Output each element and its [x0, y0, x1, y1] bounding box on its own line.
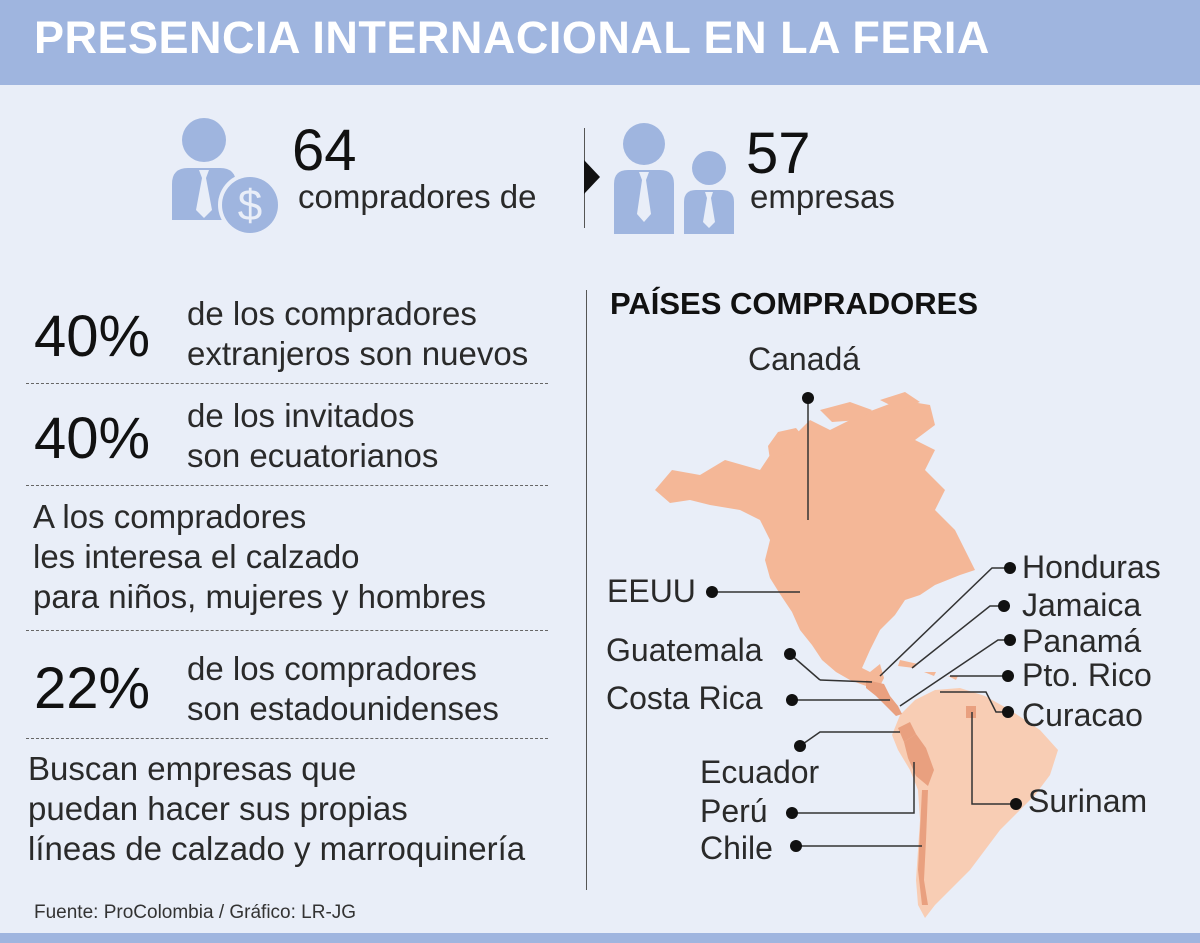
svg-text:$: $ — [238, 181, 262, 230]
divider — [26, 630, 548, 631]
fact-1-percent: 40% — [34, 304, 151, 369]
fact-5-line3: líneas de calzado y marroquinería — [28, 830, 526, 867]
companies-label: empresas — [750, 178, 895, 215]
peru-shape — [904, 734, 934, 786]
column-divider — [586, 290, 587, 890]
companies-number: 57 — [746, 121, 811, 186]
header-banner: PRESENCIA INTERNACIONAL EN LA FERIA — [0, 0, 1200, 85]
companies-people-icon — [614, 123, 734, 234]
divider — [26, 383, 548, 384]
fact-2-percent: 40% — [34, 406, 151, 471]
caribbean-shape — [898, 660, 958, 680]
buyer-money-icon: $ — [172, 118, 282, 237]
divider — [26, 738, 548, 739]
central-america-shape — [866, 680, 902, 716]
north-america-shape — [655, 400, 975, 690]
label-surinam: Surinam — [1028, 783, 1148, 819]
americas-map — [655, 392, 1058, 918]
label-jamaica: Jamaica — [1022, 587, 1142, 623]
page-title: PRESENCIA INTERNACIONAL EN LA FERIA — [34, 12, 990, 63]
label-costa-rica: Costa Rica — [606, 680, 763, 716]
label-canada: Canadá — [748, 341, 861, 377]
fact-1-line1: de los compradores — [187, 295, 477, 332]
fact-4-line2: son estadounidenses — [187, 690, 499, 727]
divider — [26, 485, 548, 486]
arctic-islands-shape — [768, 392, 920, 460]
fact-5-line1: Buscan empresas que — [28, 750, 357, 787]
fact-4-percent: 22% — [34, 656, 151, 721]
label-ecuador: Ecuador — [700, 754, 820, 790]
fact-5-line2: puedan hacer sus propias — [28, 790, 408, 827]
label-panama: Panamá — [1022, 623, 1142, 659]
map-title: PAÍSES COMPRADORES — [610, 286, 979, 321]
fact-3-line3: para niños, mujeres y hombres — [33, 578, 487, 615]
fact-4-line1: de los compradores — [187, 650, 477, 687]
label-puerto-rico: Pto. Rico — [1022, 657, 1152, 693]
label-curacao: Curacao — [1022, 697, 1143, 733]
arrow-right-icon — [584, 160, 600, 194]
buyers-label: compradores de — [298, 178, 537, 215]
label-honduras: Honduras — [1022, 549, 1161, 585]
label-guatemala: Guatemala — [606, 632, 763, 668]
label-eeuu: EEUU — [607, 573, 696, 609]
label-peru: Perú — [700, 793, 768, 829]
chile-shape — [918, 790, 928, 905]
surinam-shape — [966, 706, 976, 718]
fact-3-line2: les interesa el calzado — [33, 538, 360, 575]
south-america-shape — [892, 688, 1058, 918]
source-note: Fuente: ProColombia / Gráfico: LR-JG — [34, 902, 357, 923]
fact-1-line2: extranjeros son nuevos — [187, 335, 529, 372]
fact-3-line1: A los compradores — [33, 498, 307, 535]
label-chile: Chile — [700, 830, 773, 866]
buyers-number: 64 — [292, 118, 357, 183]
footer-bar — [0, 933, 1200, 943]
fact-2-line2: son ecuatorianos — [187, 437, 439, 474]
fact-2-line1: de los invitados — [187, 397, 415, 434]
